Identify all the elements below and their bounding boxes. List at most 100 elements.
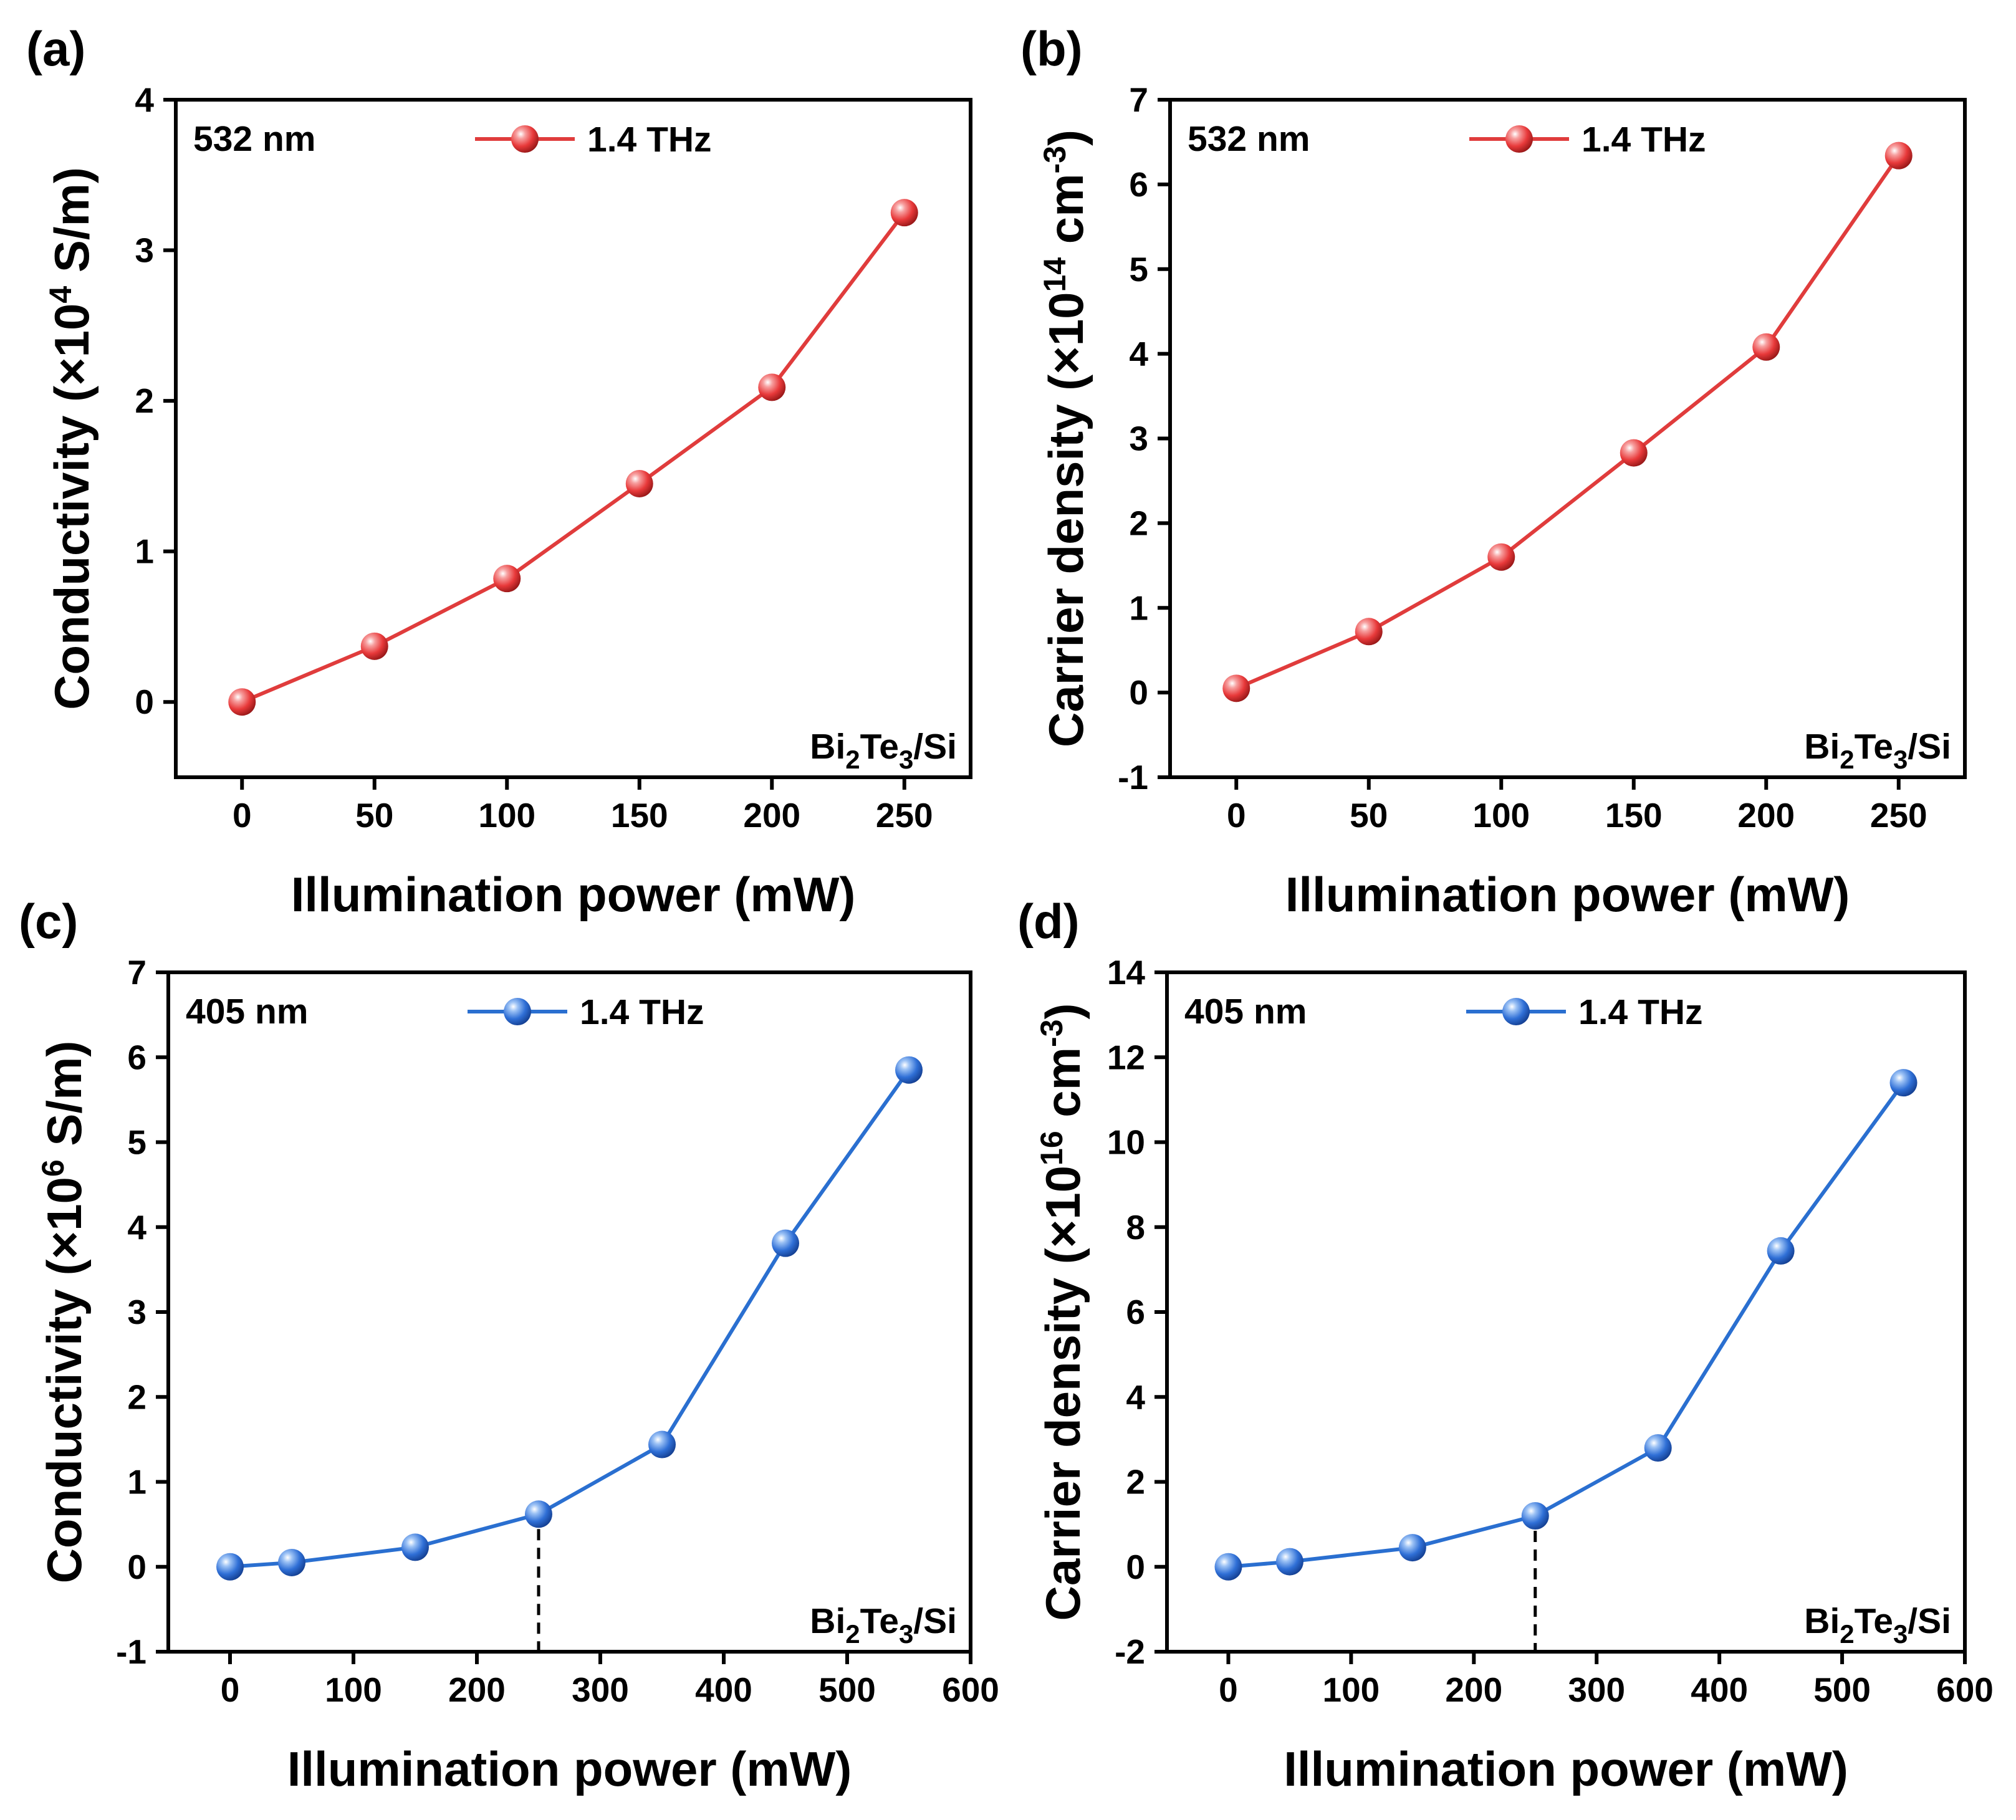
data-point [360,632,388,660]
y-tick-label: 10 [1107,1123,1145,1162]
y-tick-label: 8 [1126,1208,1145,1247]
data-point [895,1056,923,1084]
x-axis-label: Illumination power (mW) [1284,1741,1848,1796]
y-tick-label: 7 [127,953,146,992]
x-tick-label: 200 [1445,1670,1502,1709]
y-tick-label: -1 [1118,758,1148,797]
wavelength-label: 532 nm [1188,119,1310,159]
sample-label-text: Te [860,727,899,767]
sample-label-subscript: 3 [1893,745,1908,774]
x-tick-label: 300 [572,1670,629,1709]
data-point [1275,1548,1303,1576]
legend-marker [1505,125,1533,153]
data-point [1521,1502,1549,1530]
panel-label: (c) [19,894,78,949]
y-tick-label: 2 [135,381,154,420]
y-tick-label: 12 [1107,1038,1145,1076]
y-axis-label-unit: S/m) [44,167,99,286]
x-tick-label: 300 [1568,1670,1625,1709]
x-tick-label: 50 [355,796,393,835]
y-axis-label-text: Carrier density (×10 [1035,1166,1090,1621]
y-tick-label: 1 [1129,588,1148,627]
data-point [1487,543,1515,571]
y-tick-label: 2 [1126,1463,1145,1502]
y-tick-label: 3 [127,1293,146,1331]
x-tick-label: 0 [1227,796,1246,835]
sample-label: Bi2Te3/Si [810,1601,957,1649]
y-tick-label: 3 [135,231,154,270]
sample-label: Bi2Te3/Si [1804,1601,1951,1649]
y-tick-label: 14 [1107,953,1146,992]
data-point [525,1500,552,1528]
x-tick-label: 0 [221,1670,240,1709]
panel-label: (b) [1020,21,1083,76]
y-tick-label: 4 [127,1208,146,1247]
x-tick-label: 50 [1350,796,1388,835]
y-axis-label-unit: cm [1039,173,1093,257]
data-point [1752,333,1780,361]
y-tick-label: 2 [1129,504,1148,542]
x-tick-label: 600 [942,1670,999,1709]
sample-label-text: /Si [1908,727,1951,767]
x-axis-label: Illumination power (mW) [1285,867,1850,922]
y-tick-label: 4 [1126,1377,1145,1416]
data-point [278,1548,305,1576]
x-axis-label: Illumination power (mW) [291,867,856,922]
sample-label-text: Te [1855,727,1893,767]
sample-label-text: Bi [810,1601,845,1641]
x-tick-label: 150 [611,796,668,835]
y-axis-label: Conductivity (×106 S/m) [36,1041,92,1584]
chart-panel-1: (a) 0 50 100 150 200 250 0 1 2 3 4 Illumination powe… [26,21,972,922]
legend-marker [1502,998,1530,1025]
data-point [1398,1534,1426,1562]
y-tick-label: 3 [1129,419,1148,458]
plot-frame [174,98,972,779]
y-axis-label-text: Carrier density (×10 [1039,292,1093,747]
y-tick-label: -1 [116,1632,146,1671]
x-tick-label: 150 [1605,796,1663,835]
legend-label: 1.4 THz [587,120,712,160]
y-tick-label: 0 [127,1548,146,1586]
data-point [401,1533,429,1561]
legend-label: 1.4 THz [1582,120,1706,160]
data-point [216,1553,244,1581]
panel-label: (a) [26,21,85,76]
x-tick-label: 0 [1219,1670,1238,1709]
y-axis-label-text: Conductivity (×10 [44,304,99,710]
x-axis-label: Illumination power (mW) [287,1741,852,1796]
x-tick-label: 600 [1936,1670,1994,1709]
y-axis-label-exponent: 4 [43,286,78,304]
y-axis-label-unit: S/m) [37,1041,92,1160]
data-point [625,469,653,497]
data-point [890,199,918,227]
y-tick-label: 2 [127,1377,146,1416]
sample-label-text: Bi [810,727,845,767]
y-axis-label: Conductivity (×104 S/m) [43,167,99,710]
data-point [772,1229,799,1257]
sample-label-subscript: 2 [845,1619,860,1649]
x-tick-label: 100 [478,796,535,835]
x-tick-label: 250 [876,796,933,835]
sample-label-subscript: 3 [1893,1619,1908,1649]
series-line [1228,1081,1905,1569]
data-point [493,565,521,593]
chart-panel-4: (d) 0 100 200 300 400 500 600 -2 0 2 4 6 8 10 12 14 Illum… [1017,894,1994,1796]
x-tick-label: 0 [233,796,252,835]
y-tick-label: -2 [1115,1632,1145,1671]
wavelength-label: 405 nm [1184,992,1307,1032]
data-point [228,688,256,716]
x-tick-label: 100 [325,1670,382,1709]
y-tick-label: 5 [1129,250,1148,289]
data-point [1884,141,1913,170]
x-tick-label: 400 [1691,1670,1748,1709]
data-point [648,1430,676,1458]
y-axis-label-exponent: 6 [36,1159,70,1177]
y-tick-label: 4 [135,80,154,119]
y-tick-label: 1 [135,532,154,571]
y-axis-label-unit-exponent: -3 [1034,1019,1069,1046]
x-tick-label: 250 [1870,796,1927,835]
data-point [758,373,786,401]
y-axis-label-unit: cm [1035,1047,1090,1131]
data-point [1644,1434,1672,1462]
sample-label: Bi2Te3/Si [1804,727,1951,774]
